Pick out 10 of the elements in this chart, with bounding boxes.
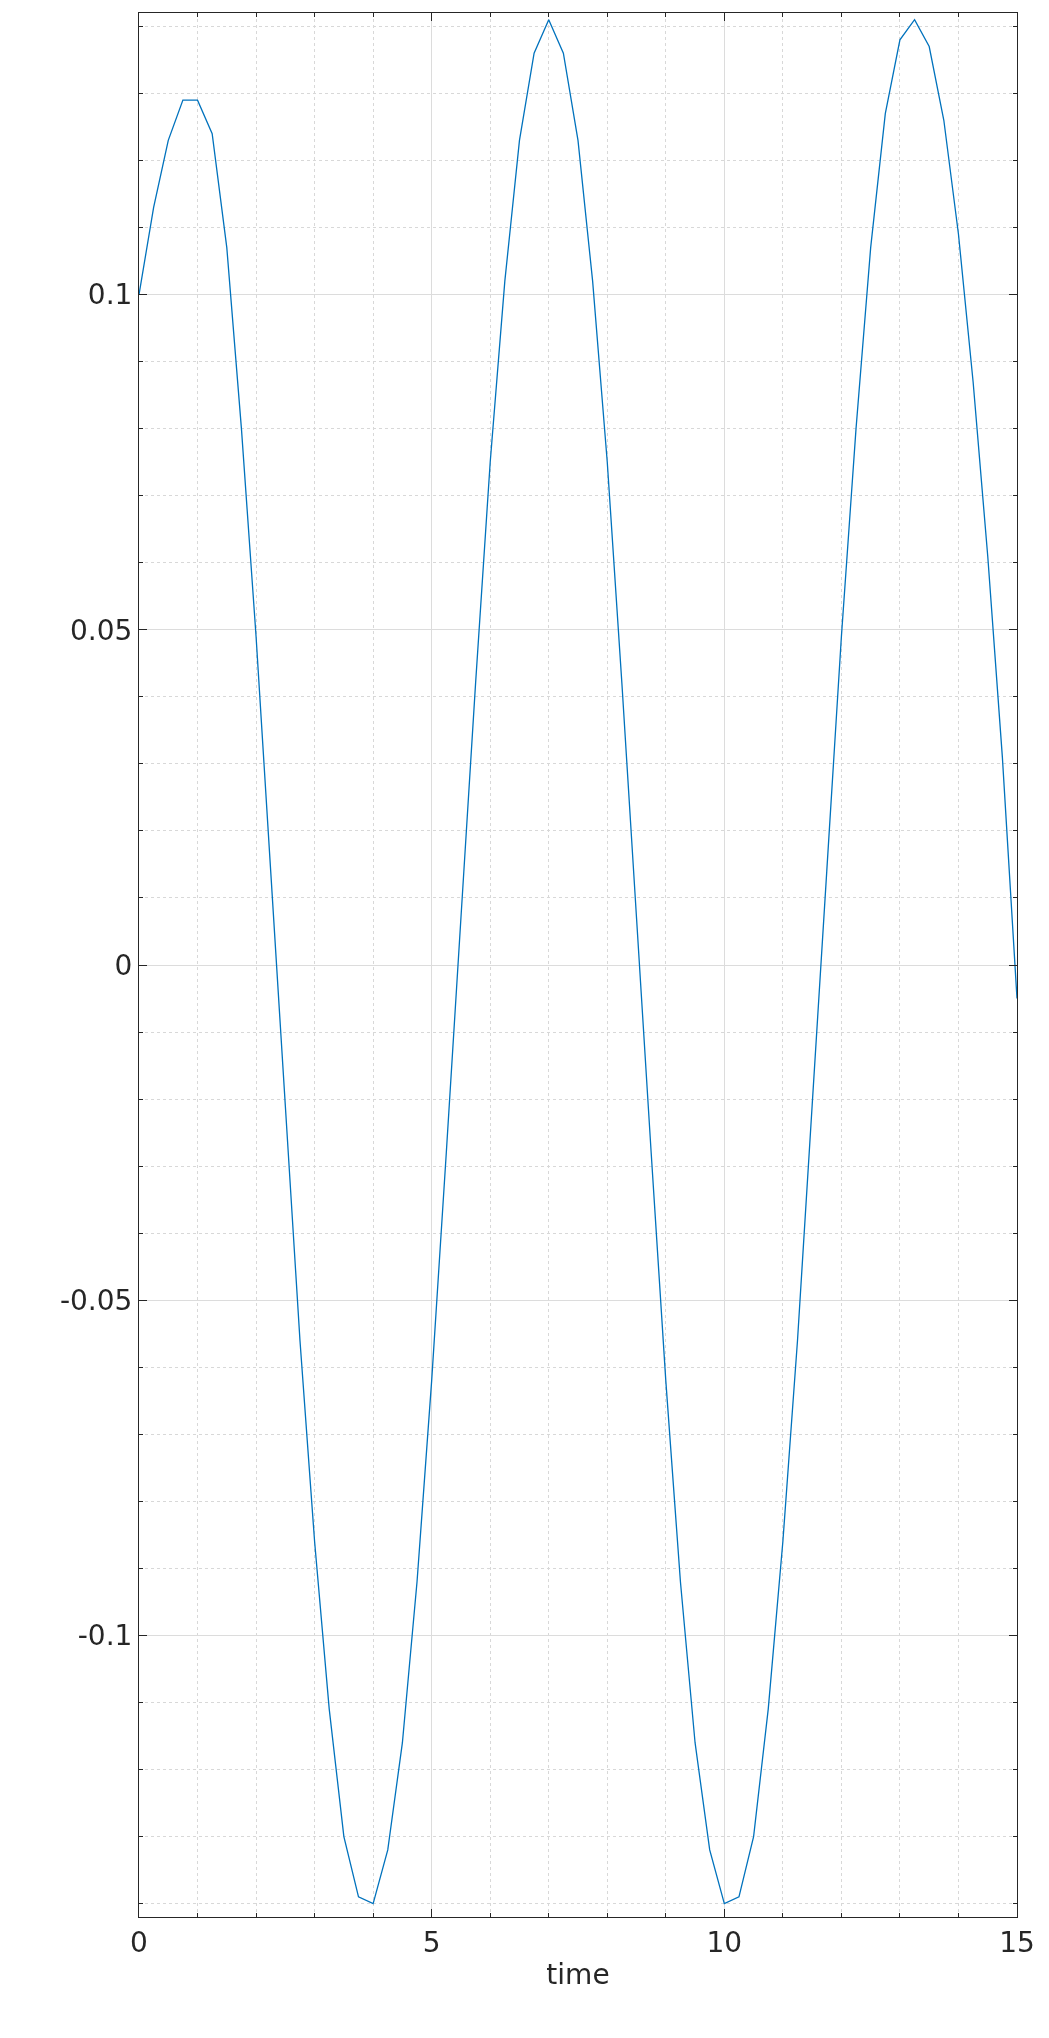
x-tick-label: 5 xyxy=(422,1925,441,1959)
y-tick-label: 0 xyxy=(114,948,133,982)
y-tick-label: -0.05 xyxy=(59,1284,133,1318)
y-tick-label: -0.1 xyxy=(77,1619,133,1653)
line-series xyxy=(139,19,1017,1905)
y-tick-label: 0.05 xyxy=(70,613,133,647)
x-tick-label: 10 xyxy=(706,1925,743,1959)
x-tick-label: 15 xyxy=(999,1925,1035,1959)
y-tick-label: 0.1 xyxy=(87,278,133,312)
x-axis-title: time xyxy=(546,1957,610,1991)
